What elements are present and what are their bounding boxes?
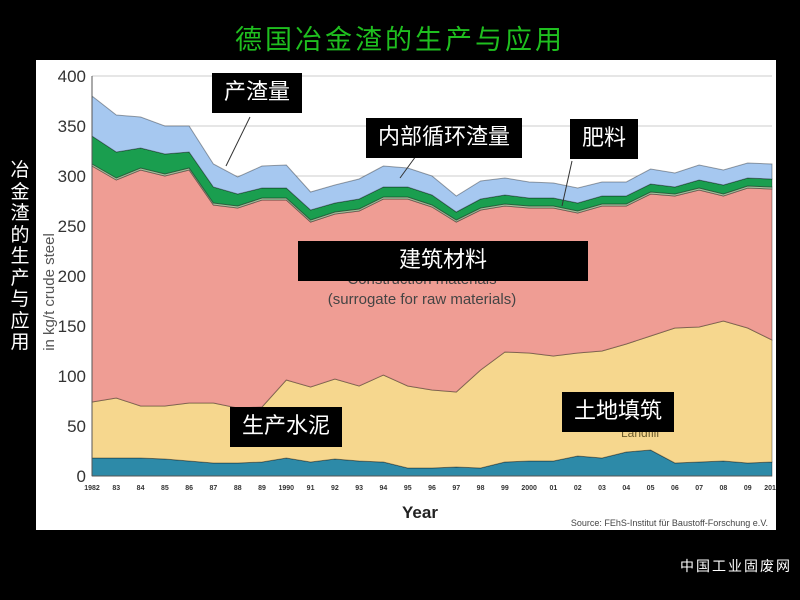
x-tick-label: 05	[647, 485, 655, 492]
x-tick-label: 85	[161, 485, 169, 492]
y-tick-label: 100	[58, 367, 86, 386]
y-tick-label: 300	[58, 167, 86, 186]
x-tick-label: 2010	[764, 485, 776, 492]
y-tick-label: 400	[58, 67, 86, 86]
y-tick-label: 0	[77, 467, 86, 486]
y-tick-label: 250	[58, 217, 86, 236]
y-tick-label: 150	[58, 317, 86, 336]
y-tick-label: 200	[58, 267, 86, 286]
x-tick-label: 02	[574, 485, 582, 492]
x-tick-label: 92	[331, 485, 339, 492]
x-tick-label: 83	[112, 485, 120, 492]
x-tick-label: 93	[355, 485, 363, 492]
x-tick-label: 84	[137, 485, 145, 492]
callout-internal-recycling: 内部循环渣量	[366, 118, 523, 158]
y-tick-label: 350	[58, 117, 86, 136]
x-tick-label: 08	[720, 485, 728, 492]
callout-fertilizer: 肥料	[570, 119, 639, 159]
y-tick-label: 50	[67, 417, 86, 436]
x-axis-label: Year	[402, 503, 438, 522]
x-tick-label: 03	[598, 485, 606, 492]
callout-landfill: 土地填筑	[562, 392, 675, 432]
x-tick-label: 99	[501, 485, 509, 492]
x-tick-label: 98	[477, 485, 485, 492]
callout-pointer-internal-recycling	[399, 155, 417, 179]
x-tick-label: 04	[622, 485, 630, 492]
x-tick-label: 96	[428, 485, 436, 492]
x-tick-label: 09	[744, 485, 752, 492]
x-tick-label: 2000	[521, 485, 537, 492]
x-tick-label: 86	[185, 485, 193, 492]
side-label: 冶金渣的生产与应用	[10, 159, 30, 353]
area-fertilizer	[91, 163, 773, 223]
watermark: 中国工业固废网	[680, 559, 792, 575]
area-slag-total	[91, 94, 773, 213]
source-note: Source: FEhS-Institut für Baustoff-Forsc…	[571, 518, 768, 528]
x-tick-label: 91	[307, 485, 315, 492]
x-tick-label: 87	[210, 485, 218, 492]
area-construction	[91, 165, 773, 409]
x-tick-label: 88	[234, 485, 242, 492]
x-tick-label: 1990	[278, 485, 294, 492]
callout-pointer-fertilizer	[561, 160, 573, 207]
callout-cement: 生产水泥	[230, 407, 343, 447]
x-tick-label: 1982	[84, 485, 100, 492]
x-tick-label: 97	[452, 485, 460, 492]
callout-production: 产渣量	[212, 73, 303, 113]
x-tick-label: 01	[550, 485, 558, 492]
x-tick-label: 95	[404, 485, 412, 492]
y-axis-label: in kg/t crude steel	[41, 233, 58, 351]
x-tick-label: 94	[380, 485, 388, 492]
callout-construction: 建筑材料	[298, 241, 588, 281]
callout-pointer-production	[225, 116, 251, 167]
x-tick-label: 89	[258, 485, 266, 492]
x-tick-label: 06	[671, 485, 679, 492]
slide-title: 德国冶金渣的生产与应用	[235, 25, 565, 56]
x-tick-label: 07	[695, 485, 703, 492]
construction-series-sublabel: (surrogate for raw materials)	[328, 291, 516, 308]
